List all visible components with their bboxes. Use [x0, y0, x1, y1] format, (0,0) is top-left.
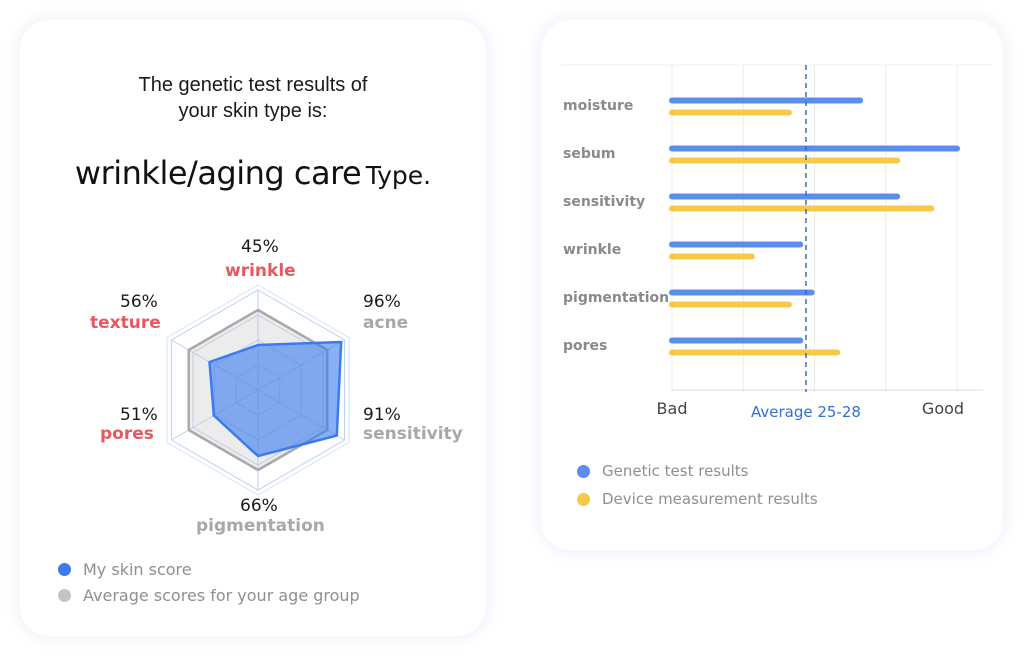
acne-percent: 96%	[363, 292, 401, 312]
skin-type-result: wrinkle/aging care Type.	[20, 154, 486, 192]
pigmentation-percent: 66%	[240, 496, 278, 516]
category-label: pigmentation	[563, 290, 669, 306]
x-tick-good: Good	[922, 399, 964, 418]
legend-my-skin-score: My skin score	[58, 560, 192, 579]
legend-label: Average scores for your age group	[83, 586, 360, 605]
legend-dot-yellow	[577, 492, 590, 506]
sensitivity-label: sensitivity	[363, 424, 463, 444]
pores-percent: 51%	[120, 405, 158, 425]
legend-dot-blue	[577, 464, 590, 478]
headline-line-1: The genetic test results of	[138, 74, 368, 96]
category-label: pores	[563, 338, 607, 354]
legend-label: Genetic test results	[602, 462, 749, 480]
legend-genetic: Genetic test results	[577, 462, 748, 480]
category-label: sebum	[563, 146, 615, 162]
legend-dot-blue	[58, 563, 71, 576]
skin-type-suffix: Type.	[365, 161, 432, 190]
x-tick-bad: Bad	[657, 399, 688, 418]
pores-label: pores	[100, 424, 154, 444]
acne-label: acne	[363, 313, 409, 333]
texture-percent: 56%	[120, 292, 158, 312]
radar-outer-ring	[166, 284, 350, 496]
bar-chart: moisture sebum sensitivity wrinkle pigmentat…	[561, 64, 993, 421]
texture-label: texture	[90, 313, 161, 333]
average-label: Average 25-28	[751, 403, 861, 421]
legend-dot-grey	[58, 589, 71, 602]
legend-device: Device measurement results	[577, 490, 818, 508]
headline-line-2: your skin type is:	[178, 100, 328, 122]
pigmentation-label: pigmentation	[196, 516, 325, 536]
legend-label: My skin score	[83, 560, 192, 579]
category-label: sensitivity	[563, 194, 645, 210]
wrinkle-label: wrinkle	[225, 261, 296, 281]
category-label: moisture	[563, 98, 633, 114]
legend-age-average: Average scores for your age group	[58, 586, 360, 605]
wrinkle-percent: 45%	[241, 237, 279, 257]
legend-label: Device measurement results	[602, 490, 818, 508]
skin-type-card: The genetic test results of your skin ty…	[20, 20, 486, 636]
sensitivity-percent: 91%	[363, 405, 401, 425]
category-label: wrinkle	[563, 242, 621, 258]
radar-series-my-skin	[208, 340, 343, 458]
comparison-card: moisture sebum sensitivity wrinkle pigmentat…	[541, 20, 1003, 550]
skin-type-name: wrinkle/aging care	[74, 154, 362, 192]
radar-chart	[166, 284, 350, 496]
